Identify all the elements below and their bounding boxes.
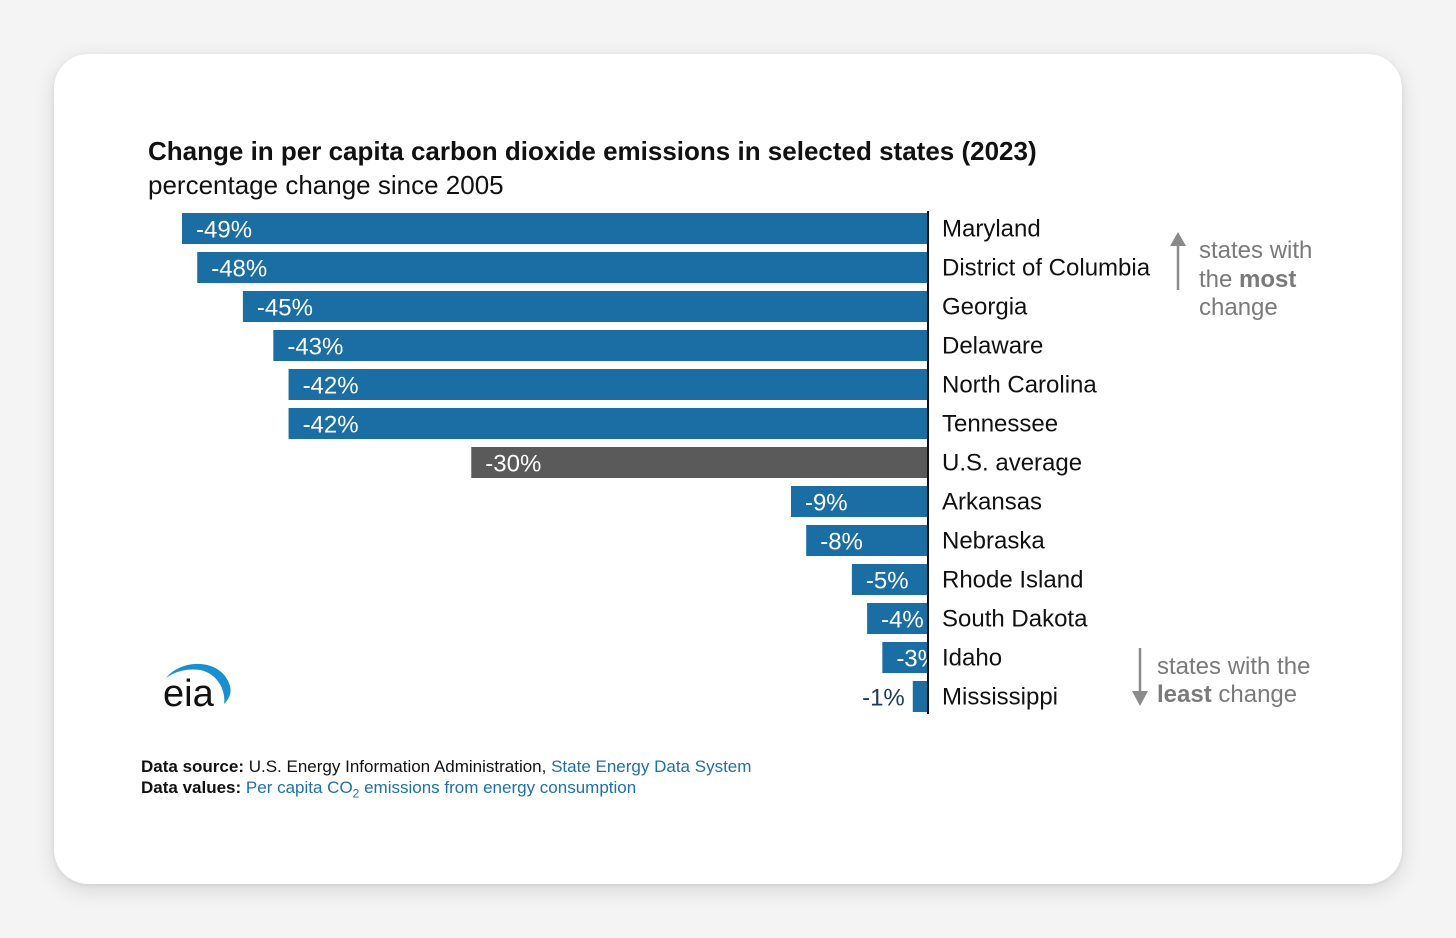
eia-logo-arc-icon — [166, 663, 231, 704]
data-source-footer: Data source: U.S. Energy Information Adm… — [141, 756, 751, 804]
bar-value-label-7: -9% — [805, 490, 848, 517]
bar-12 — [912, 681, 928, 712]
category-label-7: Arkansas — [942, 489, 1042, 516]
category-label-5: Tennessee — [942, 411, 1058, 438]
category-label-8: Nebraska — [942, 528, 1045, 555]
data-values-label: Data values: — [141, 778, 242, 797]
chart-title: Change in per capita carbon dioxide emis… — [148, 136, 1037, 166]
category-label-12: Mississippi — [942, 684, 1058, 711]
bar-value-label-1: -48% — [211, 256, 267, 283]
annotation-most-line1: states with — [1199, 237, 1312, 264]
bar-value-label-0: -49% — [196, 217, 252, 244]
category-label-6: U.S. average — [942, 450, 1082, 477]
bar-9 — [851, 564, 928, 595]
bar-value-label-2: -45% — [257, 295, 313, 322]
bar-1 — [197, 252, 928, 283]
bar-value-label-10: -4% — [881, 607, 924, 634]
eia-logo: eia — [163, 673, 214, 715]
bar-5 — [288, 408, 929, 439]
data-values-link-post: emissions from energy consumption — [359, 778, 637, 797]
data-values-line: Data values: Per capita CO2 emissions fr… — [141, 777, 751, 804]
annotation-least-line1: states with the — [1157, 653, 1310, 680]
bar-3 — [273, 330, 928, 361]
annotation-most-line3: change — [1199, 294, 1278, 321]
bar-value-label-5: -42% — [303, 412, 359, 439]
bar-value-label-3: -43% — [287, 334, 343, 361]
chart-subtitle: percentage change since 2005 — [148, 170, 504, 200]
annotation-most-line2: the most — [1199, 266, 1296, 293]
bar-value-label-4: -42% — [303, 373, 359, 400]
data-source-label: Data source: — [141, 757, 244, 776]
bar-0 — [182, 213, 928, 244]
category-label-11: Idaho — [942, 645, 1002, 672]
category-label-1: District of Columbia — [942, 255, 1151, 282]
data-source-line: Data source: U.S. Energy Information Adm… — [141, 756, 751, 777]
category-label-0: Maryland — [942, 216, 1041, 243]
data-values-link[interactable]: Per capita CO2 emissions from energy con… — [245, 778, 637, 801]
data-source-text: U.S. Energy Information Administration, — [248, 757, 547, 776]
bar-4 — [288, 369, 929, 400]
data-source-link[interactable]: State Energy Data System — [551, 757, 752, 776]
bar-2 — [242, 291, 929, 322]
data-values-link-sub: 2 — [352, 786, 360, 801]
annotation-least-line2: least change — [1157, 681, 1297, 708]
bar-value-label-11: -3% — [896, 646, 939, 673]
category-label-4: North Carolina — [942, 372, 1097, 399]
category-label-3: Delaware — [942, 333, 1043, 360]
bar-8 — [806, 525, 928, 556]
bar-value-label-8: -8% — [820, 529, 863, 556]
up-arrow-icon — [1170, 232, 1186, 246]
bar-value-label-9: -5% — [866, 568, 909, 595]
bar-7 — [790, 486, 928, 517]
bar-11 — [882, 642, 928, 673]
bar-value-label-6: -30% — [485, 451, 541, 478]
down-arrow-icon — [1132, 691, 1148, 706]
category-label-2: Georgia — [942, 294, 1028, 321]
category-label-10: South Dakota — [942, 606, 1088, 633]
category-label-9: Rhode Island — [942, 567, 1083, 594]
bar-10 — [867, 603, 928, 634]
bar-value-label-12: -1% — [862, 685, 905, 712]
data-values-link-pre: Per capita CO — [245, 778, 353, 797]
bar-6 — [471, 447, 928, 478]
